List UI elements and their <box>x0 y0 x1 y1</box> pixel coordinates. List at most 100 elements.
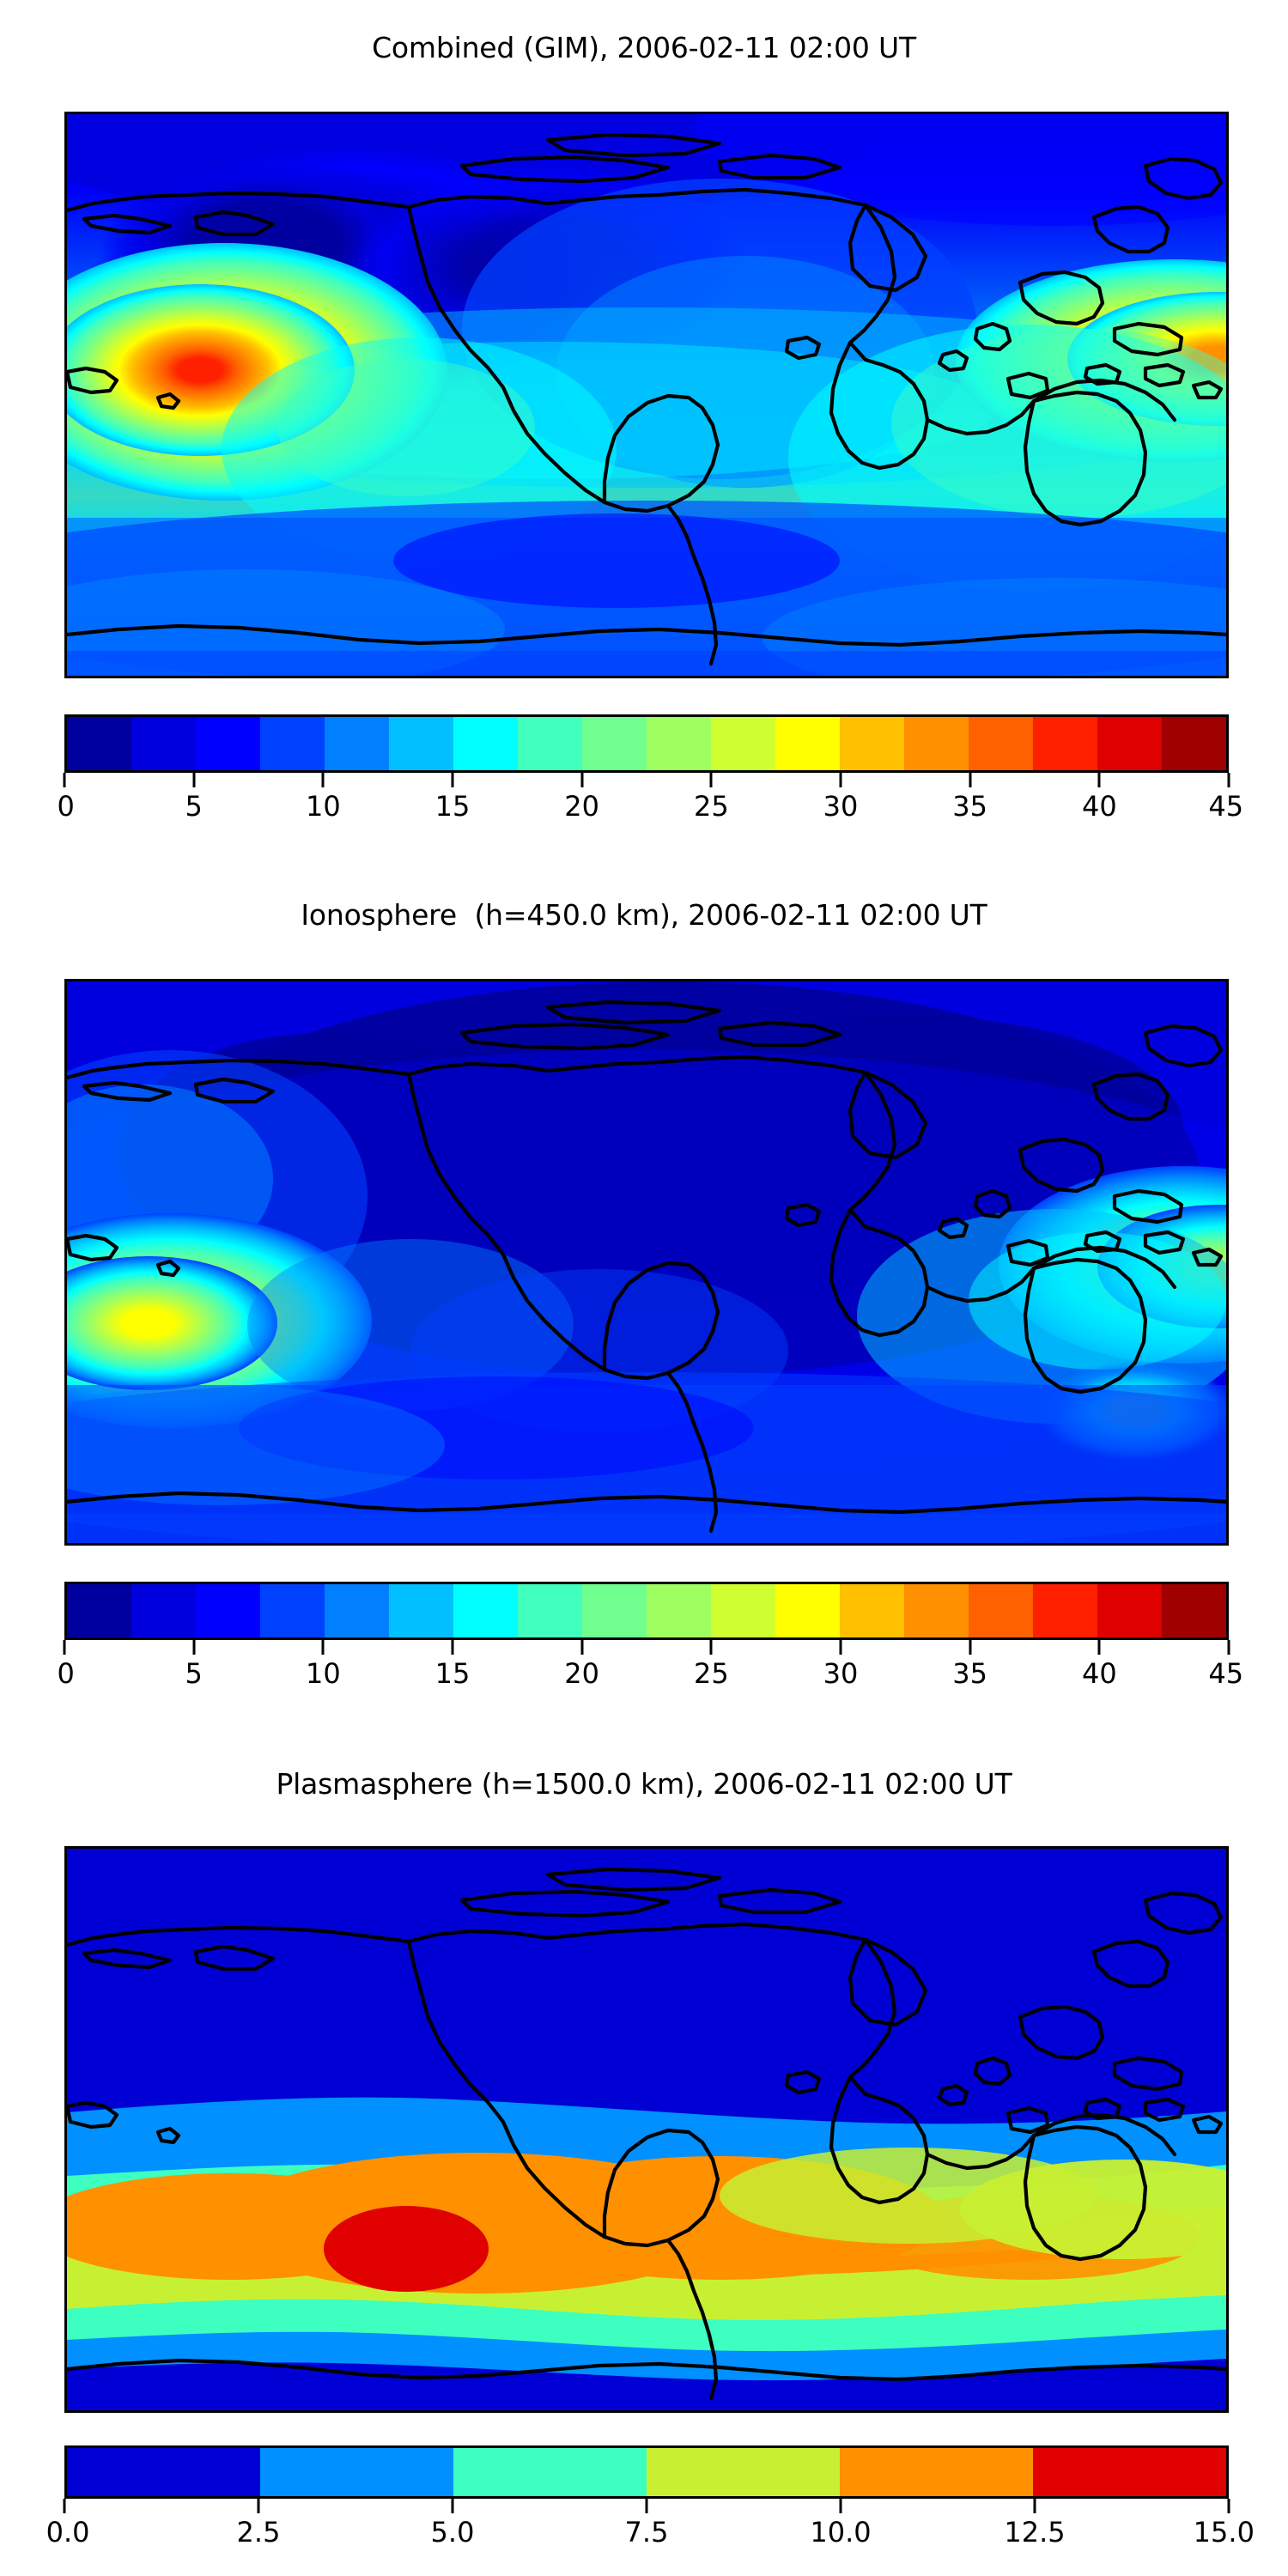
colorbar-segment <box>582 1584 647 1637</box>
map-canvas <box>67 1849 1226 2410</box>
colorbar-tick-label: 30 <box>823 1657 859 1690</box>
colorbar-tick-label: 40 <box>1081 790 1117 823</box>
colorbar-tick <box>321 1640 325 1655</box>
colorbar-tick-label: 15 <box>434 790 471 823</box>
colorbar-tick <box>969 1640 972 1655</box>
colorbar-tick-label: 20 <box>564 790 600 823</box>
colorbar-tick-label: 35 <box>952 1657 988 1690</box>
colorbar-tick-label: 12.5 <box>1004 2516 1066 2549</box>
colorbar-tick <box>451 773 454 787</box>
panel-combined-gim: Combined (GIM), 2006-02-11 02:00 UT <box>0 0 1288 859</box>
colorbar-tick <box>1227 2499 1230 2513</box>
colorbar: 0 5 10 15 20 25 30 35 40 45 <box>57 714 1243 823</box>
colorbar-tick-label: 0 <box>57 1657 75 1690</box>
colorbar-segment <box>1033 717 1097 770</box>
colorbar-tick-label: 20 <box>564 1657 600 1690</box>
colorbar-segment <box>389 717 453 770</box>
colorbar-tick-label: 15.0 <box>1193 2516 1255 2549</box>
colorbar-tick <box>580 773 584 787</box>
colorbar-tick-label: 40 <box>1081 1657 1117 1690</box>
colorbar: 0 5 10 15 20 25 30 35 40 45 <box>57 1582 1243 1690</box>
map-canvas <box>67 114 1226 676</box>
colorbar-tick-label: 5 <box>185 1657 203 1690</box>
colorbar-tick <box>192 773 196 787</box>
colorbar-tick <box>192 1640 196 1655</box>
colorbar-tick <box>645 2499 648 2513</box>
colorbar-tick <box>969 773 972 787</box>
colorbar-segment <box>969 717 1033 770</box>
colorbar-segment <box>1162 1584 1226 1637</box>
colorbar: 0.0 2.5 5.0 7.5 10.0 12.5 15.0 <box>46 2445 1255 2549</box>
colorbar-tick <box>839 1640 842 1655</box>
colorbar-segment <box>840 1584 904 1637</box>
colorbar-tick-label: 10 <box>305 790 341 823</box>
panel-title: Plasmasphere (h=1500.0 km), 2006-02-11 0… <box>276 1767 1012 1801</box>
colorbar-segment <box>904 1584 969 1637</box>
colorbar-segment <box>131 1584 196 1637</box>
colorbar-tick <box>451 2499 454 2513</box>
colorbar-tick <box>839 773 842 787</box>
colorbar-segment <box>1097 717 1162 770</box>
colorbar-gradient <box>64 714 1229 773</box>
colorbar-segment <box>840 717 904 770</box>
colorbar-segment <box>840 2448 1033 2496</box>
colorbar-tick <box>1227 773 1230 787</box>
colorbar-gradient <box>64 1582 1229 1640</box>
colorbar-tick-label: 45 <box>1208 790 1244 823</box>
map-canvas <box>67 981 1226 1543</box>
colorbar-tick-label: 25 <box>693 790 729 823</box>
colorbar-tick <box>580 1640 584 1655</box>
colorbar-segment <box>453 1584 518 1637</box>
colorbar-segment <box>260 2448 453 2496</box>
colorbar-segment <box>1162 717 1226 770</box>
colorbar-tick <box>1033 2499 1036 2513</box>
colorbar-tick-label: 30 <box>823 790 859 823</box>
colorbar-segment <box>582 717 647 770</box>
colorbar-tick-label: 2.5 <box>236 2516 281 2549</box>
colorbar-segment <box>904 717 969 770</box>
map-axes <box>64 112 1229 678</box>
colorbar-tick <box>451 1640 454 1655</box>
panel-title: Combined (GIM), 2006-02-11 02:00 UT <box>372 31 916 64</box>
colorbar-segment <box>518 1584 582 1637</box>
tec-field-plasmasphere <box>67 1849 1226 2410</box>
panel-ionosphere-450: Ionosphere (h=450.0 km), 2006-02-11 02:0… <box>0 867 1288 1726</box>
colorbar-segment <box>260 717 325 770</box>
colorbar-segment <box>389 1584 453 1637</box>
map-axes <box>64 1846 1229 2413</box>
colorbar-segment <box>1097 1584 1162 1637</box>
colorbar-segment <box>67 2448 260 2496</box>
panel-plasmasphere-1500: Plasmasphere (h=1500.0 km), 2006-02-11 0… <box>0 1735 1288 2576</box>
colorbar-gradient <box>64 2445 1229 2499</box>
colorbar-tick <box>839 2499 842 2513</box>
colorbar-tick-label: 45 <box>1208 1657 1244 1690</box>
colorbar-segment <box>1033 2448 1226 2496</box>
colorbar-segment <box>325 1584 389 1637</box>
tec-field-combined <box>67 114 1226 676</box>
colorbar-segment <box>647 2448 840 2496</box>
colorbar-tick-label: 25 <box>693 1657 729 1690</box>
colorbar-segment <box>131 717 196 770</box>
colorbar-tick-label: 10.0 <box>810 2516 872 2549</box>
colorbar-tick <box>63 773 66 787</box>
map-axes <box>64 979 1229 1546</box>
colorbar-segment <box>325 717 389 770</box>
colorbar-tick-label: 5.0 <box>430 2516 475 2549</box>
tec-field-ionosphere <box>67 981 1226 1543</box>
colorbar-segment <box>969 1584 1033 1637</box>
colorbar-segment <box>67 717 131 770</box>
colorbar-segment <box>453 717 518 770</box>
colorbar-tick-label: 0 <box>57 790 75 823</box>
colorbar-segment <box>775 1584 840 1637</box>
colorbar-segment <box>647 717 711 770</box>
colorbar-tick-label: 35 <box>952 790 988 823</box>
colorbar-segment <box>518 717 582 770</box>
colorbar-segment <box>260 1584 325 1637</box>
colorbar-segment <box>453 2448 647 2496</box>
colorbar-tick <box>321 773 325 787</box>
colorbar-tick <box>709 773 713 787</box>
colorbar-tick-label: 0.0 <box>46 2516 90 2549</box>
colorbar-tick <box>709 1640 713 1655</box>
colorbar-segment <box>196 1584 260 1637</box>
